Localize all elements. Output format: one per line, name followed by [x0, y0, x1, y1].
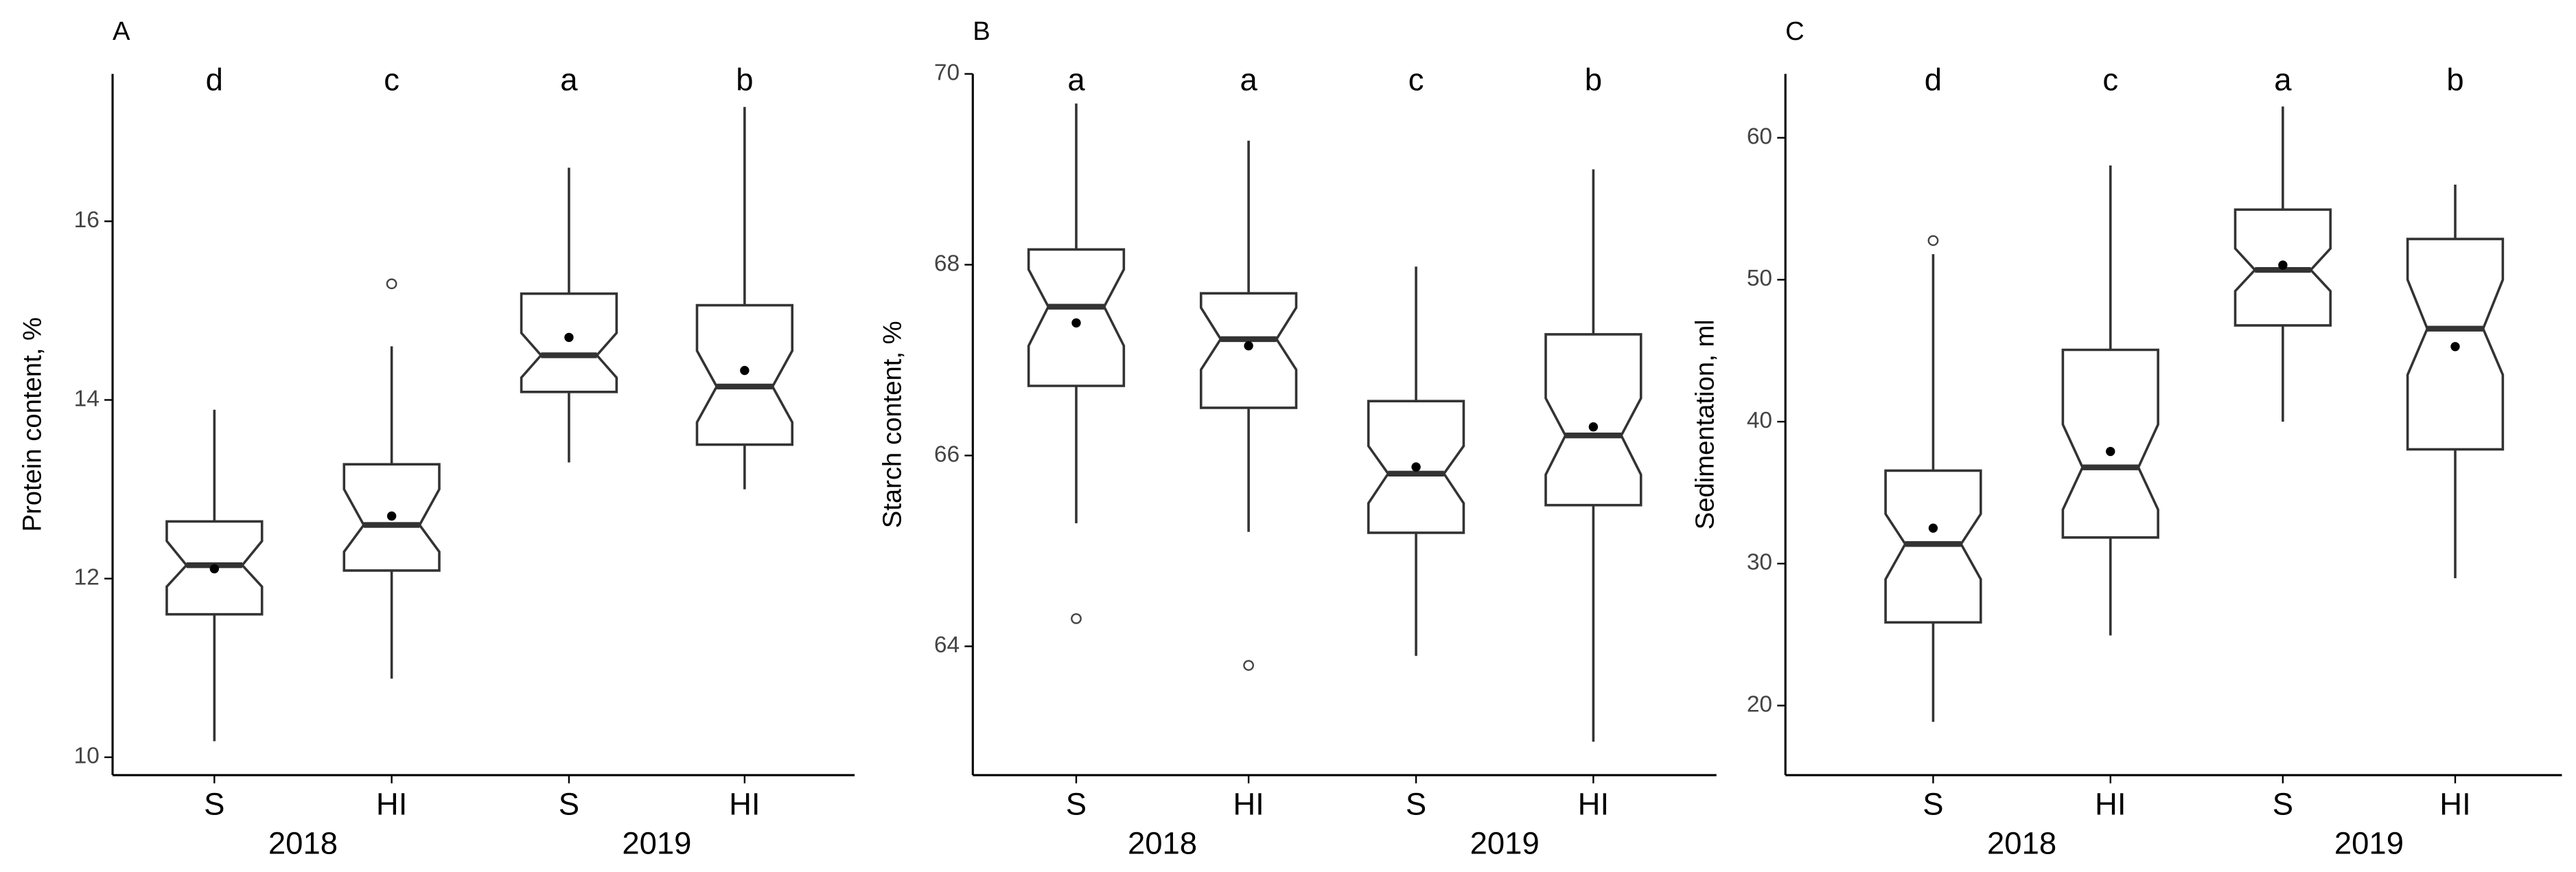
significance-letter: d — [1925, 62, 1942, 97]
box — [1544, 333, 1643, 507]
y-tick-label: 20 — [1747, 691, 1772, 717]
group-label: 2019 — [622, 826, 691, 861]
significance-letter: a — [1240, 62, 1257, 97]
mean-point — [386, 511, 397, 521]
significance-letter: b — [1585, 62, 1602, 97]
outlier — [1071, 613, 1082, 624]
box — [520, 292, 618, 393]
y-tick-label: 50 — [1747, 266, 1772, 291]
x-tick-label: HI — [376, 786, 407, 821]
mean-point — [1411, 462, 1421, 472]
x-tick-label: S — [204, 786, 224, 821]
significance-letter: a — [1067, 62, 1085, 97]
mean-point — [1928, 523, 1938, 533]
x-tick-label: S — [559, 786, 579, 821]
panel-label: C — [1785, 16, 1805, 46]
group-label: 2019 — [1470, 826, 1540, 861]
group-label: 2018 — [268, 826, 338, 861]
x-tick-label: S — [1406, 786, 1426, 821]
y-tick-label: 68 — [934, 251, 960, 276]
y-tick-label: 16 — [74, 207, 100, 233]
x-tick-label: HI — [2439, 786, 2470, 821]
box — [1199, 292, 1298, 409]
outlier — [1243, 660, 1254, 671]
panel-label: A — [113, 16, 130, 46]
x-tick-label: HI — [1578, 786, 1609, 821]
y-tick-label: 66 — [934, 441, 960, 467]
significance-letter: a — [2274, 62, 2292, 97]
x-tick-label: HI — [729, 786, 760, 821]
y-tick-label: 30 — [1747, 550, 1772, 575]
box — [1027, 248, 1126, 387]
significance-letter: c — [1408, 62, 1424, 97]
outlier — [1927, 235, 1939, 246]
x-tick-label: S — [1923, 786, 1943, 821]
significance-letter: b — [736, 62, 753, 97]
outlier — [386, 278, 397, 290]
group-label: 2018 — [1987, 826, 2056, 861]
group-label: 2018 — [1128, 826, 1197, 861]
mean-point — [2106, 446, 2115, 457]
mean-point — [564, 332, 574, 343]
y-tick-label: 14 — [74, 386, 100, 411]
mean-point — [209, 564, 220, 574]
y-tick-label: 40 — [1747, 408, 1772, 433]
y-tick-label: 10 — [74, 744, 100, 769]
y-axis-label: Sedimentation, ml — [1690, 319, 1719, 529]
significance-letter: c — [2102, 62, 2118, 97]
mean-point — [1588, 422, 1599, 432]
significance-letter: b — [2446, 62, 2463, 97]
y-tick-label: 64 — [934, 632, 960, 658]
x-tick-label: HI — [1233, 786, 1264, 821]
mean-point — [2278, 260, 2288, 270]
x-tick-label: S — [2273, 786, 2293, 821]
y-axis-label: Protein content, % — [17, 317, 47, 532]
y-tick-label: 60 — [1747, 124, 1772, 150]
panel-label: B — [973, 16, 990, 46]
box — [2061, 348, 2159, 539]
significance-letter: a — [560, 62, 578, 97]
y-tick-label: 70 — [934, 60, 960, 85]
y-tick-label: 12 — [74, 565, 100, 590]
significance-letter: d — [206, 62, 223, 97]
mean-point — [740, 365, 750, 376]
y-axis-label: Starch content, % — [878, 321, 907, 528]
mean-point — [2450, 342, 2460, 352]
x-tick-label: S — [1066, 786, 1087, 821]
group-label: 2019 — [2334, 826, 2404, 861]
mean-point — [1071, 318, 1081, 328]
mean-point — [1244, 341, 1253, 351]
x-tick-label: HI — [2095, 786, 2126, 821]
significance-letter: c — [384, 62, 399, 97]
